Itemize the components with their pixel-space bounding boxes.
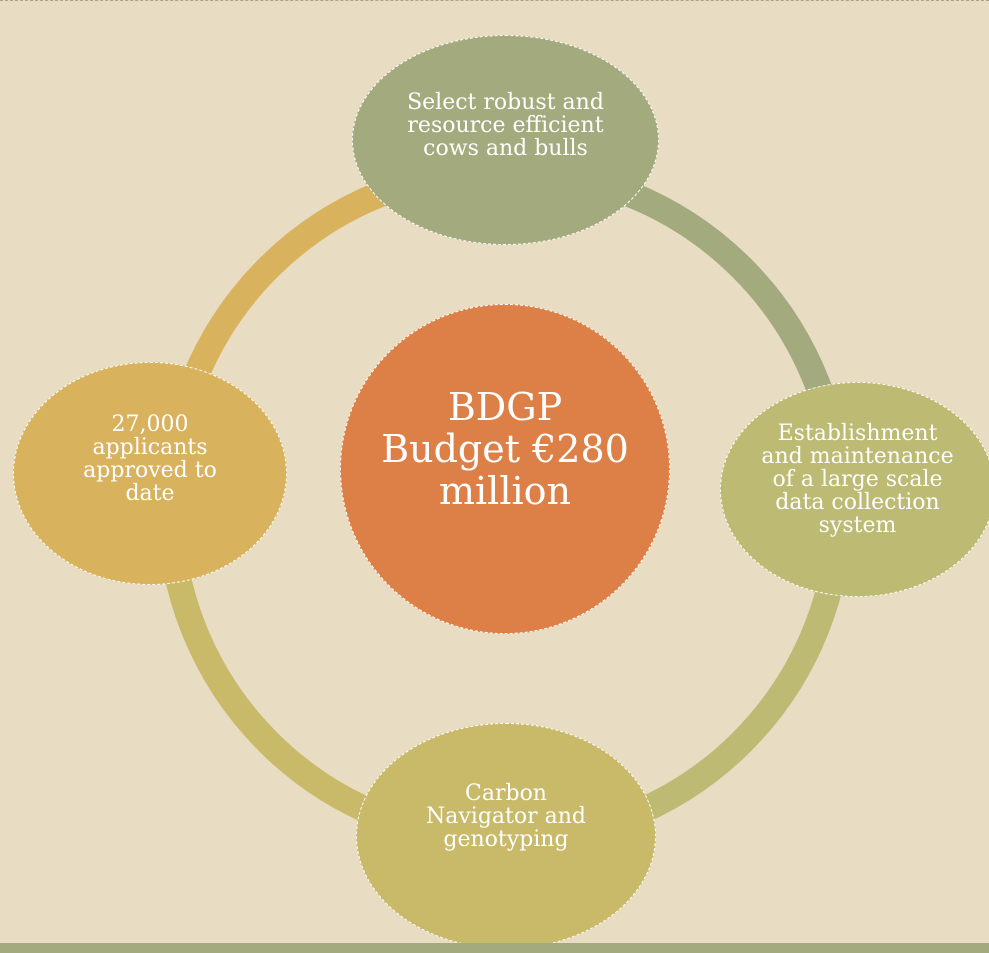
cycle-node-right-label: Establishment and maintenance of a large… <box>761 421 954 538</box>
cycle-node-bottom: Carbon Navigator and genotyping <box>356 723 656 949</box>
cycle-node-left: 27,000 applicants approved to date <box>13 362 287 585</box>
footer-bar <box>0 943 989 953</box>
cycle-node-left-label: 27,000 applicants approved to date <box>83 411 217 506</box>
cycle-node-top-label: Select robust and resource efficient cow… <box>407 89 604 161</box>
top-dashed-border <box>0 0 989 1</box>
cycle-node-right: Establishment and maintenance of a large… <box>720 382 989 597</box>
cycle-node-top: Select robust and resource efficient cow… <box>352 35 659 245</box>
center-budget-label: BDGP Budget €280 million <box>381 385 629 513</box>
center-budget-circle: BDGP Budget €280 million <box>340 304 670 634</box>
cycle-node-bottom-label: Carbon Navigator and genotyping <box>426 780 586 852</box>
